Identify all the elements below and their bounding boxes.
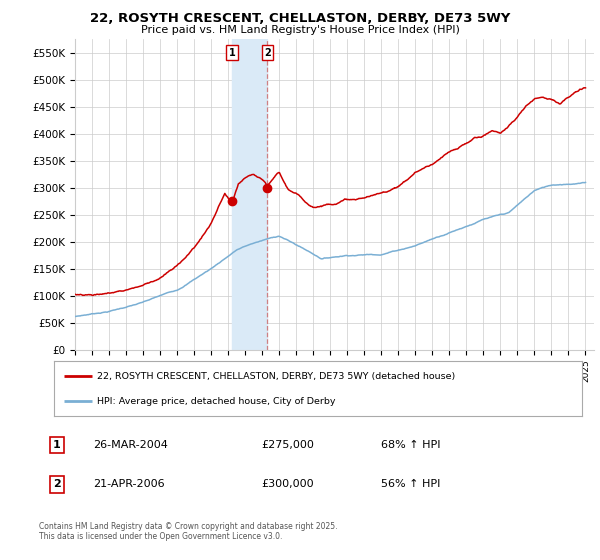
Text: Contains HM Land Registry data © Crown copyright and database right 2025.
This d: Contains HM Land Registry data © Crown c… — [39, 522, 337, 542]
Text: 22, ROSYTH CRESCENT, CHELLASTON, DERBY, DE73 5WY: 22, ROSYTH CRESCENT, CHELLASTON, DERBY, … — [90, 12, 510, 25]
Text: 2: 2 — [264, 48, 271, 58]
Text: Price paid vs. HM Land Registry's House Price Index (HPI): Price paid vs. HM Land Registry's House … — [140, 25, 460, 35]
Text: HPI: Average price, detached house, City of Derby: HPI: Average price, detached house, City… — [97, 396, 336, 406]
Text: £275,000: £275,000 — [261, 440, 314, 450]
Text: 22, ROSYTH CRESCENT, CHELLASTON, DERBY, DE73 5WY (detached house): 22, ROSYTH CRESCENT, CHELLASTON, DERBY, … — [97, 371, 455, 380]
Text: £300,000: £300,000 — [261, 479, 314, 489]
Text: 21-APR-2006: 21-APR-2006 — [93, 479, 164, 489]
Text: 1: 1 — [229, 48, 235, 58]
Bar — [232, 39, 268, 350]
Text: 26-MAR-2004: 26-MAR-2004 — [93, 440, 168, 450]
Text: 1: 1 — [53, 440, 61, 450]
Text: 56% ↑ HPI: 56% ↑ HPI — [381, 479, 440, 489]
Text: 2: 2 — [53, 479, 61, 489]
Text: 68% ↑ HPI: 68% ↑ HPI — [381, 440, 440, 450]
